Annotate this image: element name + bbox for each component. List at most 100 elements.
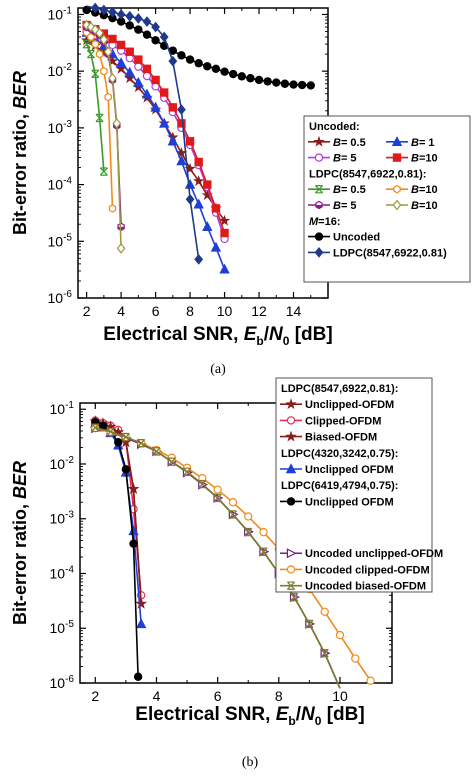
x-axis-label: Electrical SNR, Eb/N0 [dB] xyxy=(103,324,332,348)
legend-group-title: LDPC(8547,6922,0.81): xyxy=(309,168,426,180)
legend-marker xyxy=(286,548,297,559)
legend-marker xyxy=(286,581,296,590)
data-point xyxy=(220,67,229,76)
data-point xyxy=(151,36,160,45)
data-point xyxy=(91,39,99,49)
legend-label: B= 5 xyxy=(333,153,357,165)
data-point xyxy=(193,198,204,209)
legend-entry: B= 0.5 xyxy=(308,184,366,196)
legend-marker xyxy=(314,232,324,241)
data-point xyxy=(184,178,196,189)
data-point xyxy=(185,55,195,64)
data-point xyxy=(254,75,264,85)
legend-marker xyxy=(391,136,403,146)
series-3 xyxy=(82,20,229,238)
legend-label: B=10 xyxy=(411,153,438,165)
data-point xyxy=(134,55,143,64)
data-point xyxy=(108,6,117,18)
data-point xyxy=(121,432,130,442)
series-5 xyxy=(82,28,117,213)
legend-label: Uncoded clipped-OFDM xyxy=(305,564,430,576)
data-point xyxy=(137,438,146,448)
legend-marker xyxy=(314,153,324,162)
data-point xyxy=(141,88,153,99)
data-point xyxy=(125,21,134,30)
data-point xyxy=(290,592,299,602)
x-tick-label: 2 xyxy=(91,688,99,704)
data-point xyxy=(194,254,204,265)
legend-box xyxy=(303,115,471,283)
legend-label: Unclipped-OFDM xyxy=(305,399,394,411)
data-point xyxy=(124,66,135,77)
legend-entry: Unclipped-OFDM xyxy=(280,398,394,411)
x-tick-label: 8 xyxy=(275,688,283,704)
data-point xyxy=(151,75,160,85)
data-point xyxy=(142,64,152,74)
data-point xyxy=(135,597,147,609)
legend-entry: Uncoded xyxy=(308,232,380,244)
data-point xyxy=(87,32,95,42)
data-point xyxy=(142,16,152,27)
legend-label: B= 0.5 xyxy=(333,137,366,149)
legend-entry: B= 1 xyxy=(386,136,435,149)
legend-group-title: LDPC(4320,3242,0.75): xyxy=(281,448,398,460)
series-line xyxy=(86,30,226,240)
legend-entry: Unclipped OFDM xyxy=(280,496,394,508)
data-point xyxy=(177,119,186,128)
legend-entry: B=10 xyxy=(386,199,438,212)
data-point xyxy=(228,69,238,79)
data-point xyxy=(95,113,104,123)
data-point xyxy=(133,672,143,681)
data-point xyxy=(152,447,161,456)
data-point xyxy=(116,40,126,50)
data-point xyxy=(115,62,127,74)
data-point xyxy=(151,21,160,33)
legend-entry: Uncoded biased-OFDM xyxy=(280,581,426,593)
x-tick-label: 14 xyxy=(286,303,302,319)
data-point xyxy=(259,527,268,537)
legend-label: B=10 xyxy=(411,200,438,212)
legend-marker xyxy=(313,135,325,147)
legend-entry: Unclipped OFDM xyxy=(280,463,394,476)
data-point xyxy=(272,78,281,87)
data-point xyxy=(125,10,135,22)
legend-entry: B=10 xyxy=(386,184,438,196)
legend-label: Unclipped OFDM xyxy=(305,464,394,476)
legend-group-title: M=16: xyxy=(309,216,341,228)
data-point xyxy=(99,4,109,16)
y-tick-label: 10-2 xyxy=(48,62,73,79)
data-point xyxy=(125,47,134,56)
data-point xyxy=(104,92,112,102)
data-point xyxy=(213,485,222,494)
legend-marker xyxy=(286,416,296,425)
chart-a: 2 4 6 8 10 12 14 10-1 10-2 10-3 10-4 10-5 10-6 Electr… xyxy=(10,2,471,377)
y-tick-label: 10-4 xyxy=(50,564,75,581)
y-tick-label: 10-1 xyxy=(50,400,75,417)
legend-entry: B= 5 xyxy=(308,200,357,212)
y-tick-label: 10-3 xyxy=(50,510,75,527)
data-point xyxy=(177,51,186,60)
data-point xyxy=(320,649,329,658)
data-point xyxy=(167,457,176,466)
series-line xyxy=(94,421,139,677)
data-point xyxy=(135,618,147,629)
data-point xyxy=(306,81,315,90)
legend-label: Unclipped OFDM xyxy=(305,496,394,508)
legend-marker xyxy=(285,398,297,410)
x-tick-label: 6 xyxy=(152,303,160,319)
series-7 xyxy=(82,19,126,254)
data-point xyxy=(218,214,231,226)
series-4 xyxy=(91,417,143,681)
data-point xyxy=(297,80,307,90)
legend-label: Uncoded xyxy=(333,232,380,244)
data-point xyxy=(134,25,143,34)
data-point xyxy=(228,498,238,507)
y-tick-label: 10-4 xyxy=(48,176,73,193)
data-point xyxy=(177,104,186,115)
y-tick-label: 10-2 xyxy=(50,455,75,472)
data-point xyxy=(176,155,187,166)
legend-entry: B= 0.5 xyxy=(308,135,366,149)
data-point xyxy=(289,80,298,89)
data-point xyxy=(142,30,152,39)
